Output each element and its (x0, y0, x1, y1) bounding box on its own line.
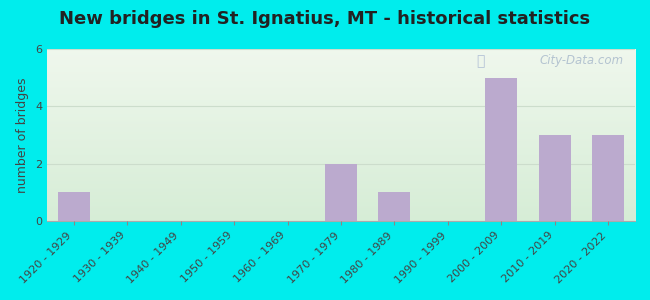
Bar (539, 135, 571, 221)
Bar (592, 135, 624, 221)
Text: ⓘ: ⓘ (476, 54, 485, 68)
Bar (378, 192, 411, 221)
Bar (325, 164, 357, 221)
Bar (58, 192, 90, 221)
Bar (486, 78, 517, 221)
Y-axis label: number of bridges: number of bridges (16, 77, 29, 193)
Text: City-Data.com: City-Data.com (539, 54, 623, 67)
Text: New bridges in St. Ignatius, MT - historical statistics: New bridges in St. Ignatius, MT - histor… (59, 11, 591, 28)
